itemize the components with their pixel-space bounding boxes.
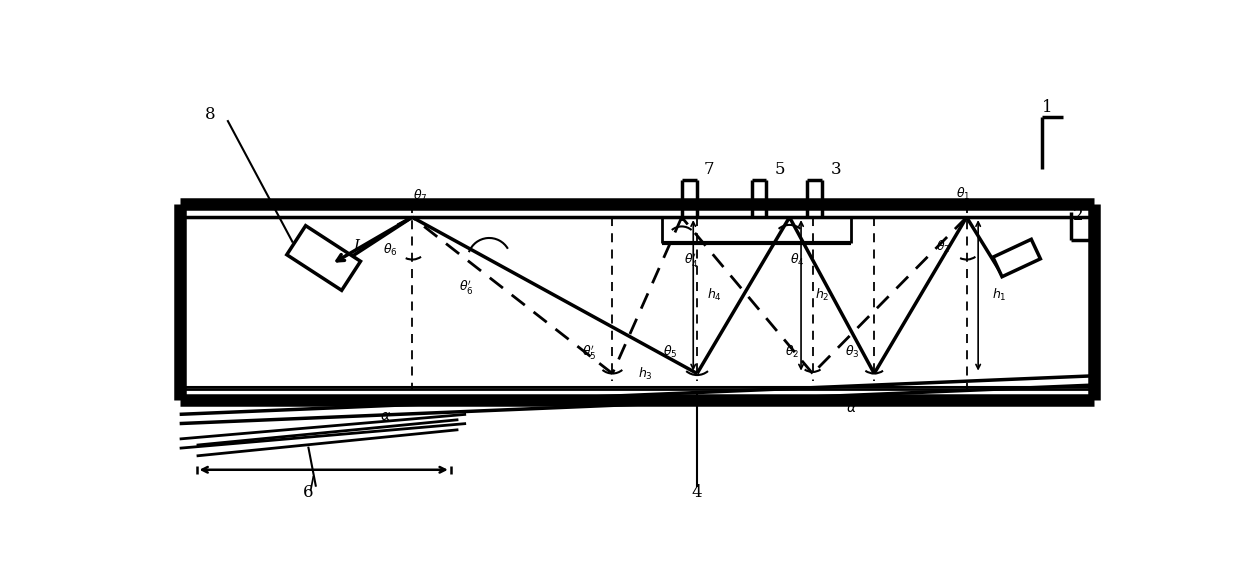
Text: $\theta_5'$: $\theta_5'$ (582, 343, 596, 361)
Text: $\theta_6$: $\theta_6$ (383, 242, 398, 258)
Text: $l$: $l$ (309, 476, 316, 495)
Text: $\theta_1$: $\theta_1$ (956, 186, 970, 202)
Text: $h_3$: $h_3$ (637, 365, 652, 381)
Text: $\theta_5$: $\theta_5$ (663, 344, 677, 360)
Text: $\theta_6'$: $\theta_6'$ (459, 277, 474, 295)
Text: $\alpha$: $\alpha$ (846, 401, 857, 415)
Text: $\theta_2$: $\theta_2$ (785, 344, 800, 360)
Text: 4: 4 (692, 484, 702, 501)
Text: $\alpha$: $\alpha$ (379, 409, 391, 423)
Text: $\theta_2$: $\theta_2$ (936, 238, 951, 254)
Text: 7: 7 (704, 161, 714, 178)
Text: 3: 3 (831, 161, 841, 178)
Text: L: L (353, 239, 363, 254)
Text: $\theta_3$: $\theta_3$ (846, 344, 859, 360)
Text: $h_2$: $h_2$ (815, 287, 830, 303)
Text: $\theta_7$: $\theta_7$ (413, 188, 427, 203)
Text: 5: 5 (775, 161, 785, 178)
Text: 2: 2 (1073, 207, 1084, 224)
Text: $h_1$: $h_1$ (992, 287, 1007, 303)
Polygon shape (993, 239, 1040, 277)
Text: $\theta_4$: $\theta_4$ (790, 251, 805, 268)
Text: $\theta_4'$: $\theta_4'$ (683, 250, 698, 269)
Polygon shape (286, 225, 361, 290)
Text: 8: 8 (205, 106, 216, 123)
Text: 1: 1 (1042, 99, 1053, 116)
Text: 6: 6 (303, 484, 314, 501)
Text: $h_4$: $h_4$ (707, 287, 722, 303)
